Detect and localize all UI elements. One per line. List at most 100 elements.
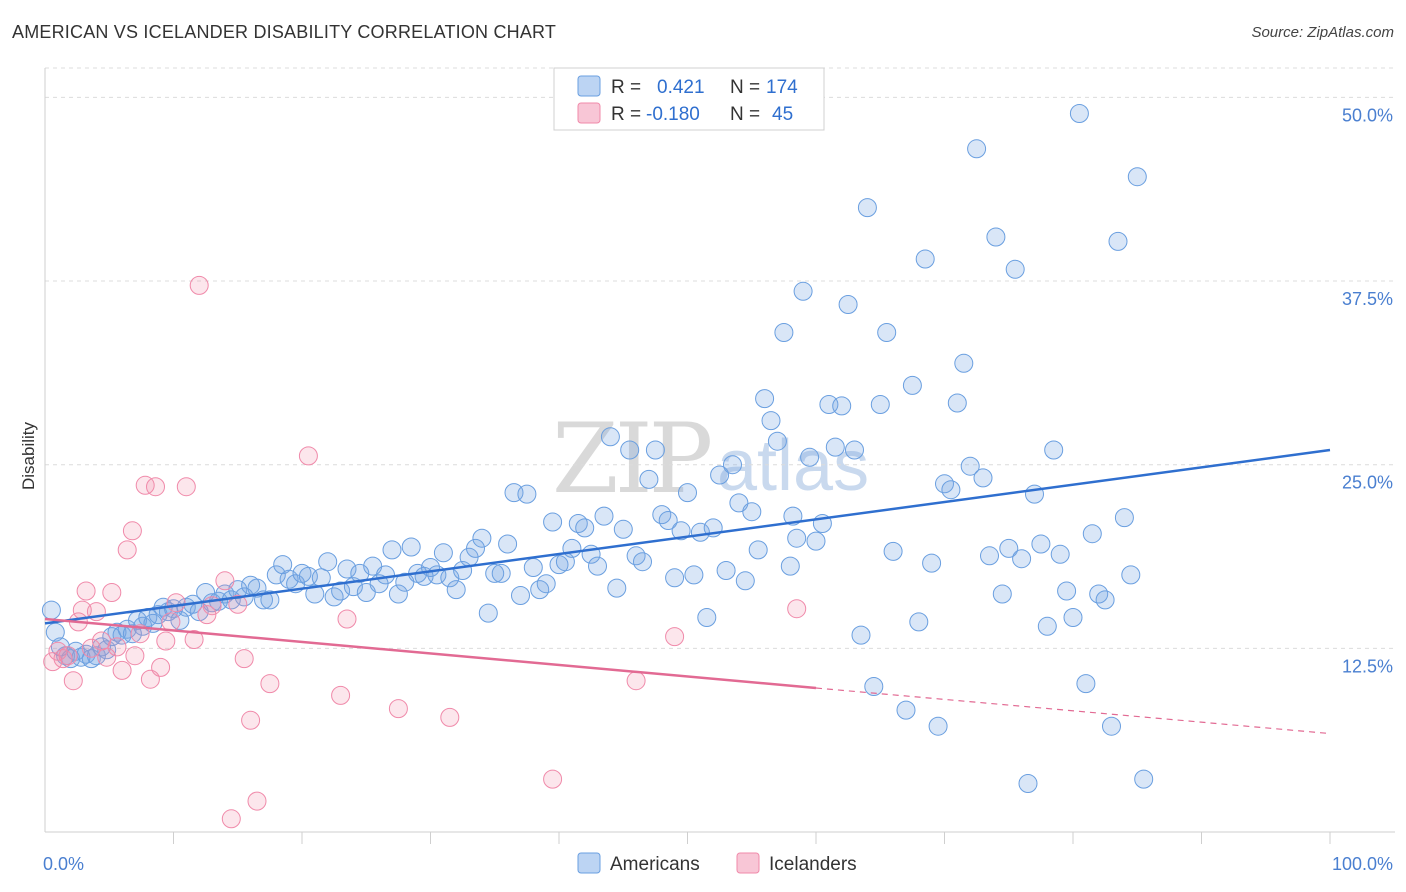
data-point-american — [485, 563, 505, 583]
bottom-swatch-americans — [577, 852, 601, 874]
data-point-american — [1069, 104, 1089, 123]
data-point-american — [902, 375, 922, 395]
y-tick-label: 12.5% — [1342, 656, 1393, 676]
data-point-icelander — [63, 671, 83, 691]
data-point-american — [723, 455, 742, 475]
data-point-american — [780, 556, 800, 576]
watermark: ZIP atlas — [552, 403, 869, 515]
data-point-american — [767, 431, 787, 451]
data-point-american — [511, 586, 530, 605]
data-point-american — [1018, 774, 1038, 793]
trend-line-icelanders — [44, 617, 817, 690]
data-point-icelander — [440, 707, 460, 727]
data-point-icelander — [215, 571, 235, 591]
axes — [44, 68, 1395, 833]
data-point-icelander — [135, 475, 155, 495]
data-point-icelander — [787, 599, 807, 619]
data-point-icelander — [189, 275, 209, 295]
data-point-american — [960, 456, 980, 476]
data-point-american — [1108, 231, 1128, 251]
data-point-icelander — [197, 605, 217, 625]
data-point-american — [1050, 544, 1070, 564]
data-point-american — [851, 625, 871, 645]
data-point-icelander — [130, 624, 150, 644]
data-point-american — [318, 552, 338, 572]
series-legend: Americans Icelanders — [577, 852, 857, 875]
data-point-american — [999, 538, 1019, 558]
data-point-icelander — [102, 583, 122, 602]
data-point-icelander — [298, 446, 318, 466]
data-point-american — [600, 427, 620, 447]
data-point-american — [466, 538, 485, 558]
data-point-american — [543, 512, 563, 532]
data-point-american — [922, 553, 942, 573]
data-point-american — [748, 540, 768, 560]
data-point-american — [472, 528, 492, 548]
legend-n-value-americans: 174 — [766, 77, 798, 98]
data-point-american — [1063, 608, 1083, 627]
data-point-american — [658, 511, 678, 530]
trend-line-dashed-icelanders — [815, 687, 1331, 735]
legend-swatch-americans — [577, 75, 601, 97]
x-tick-label: 0.0% — [43, 854, 84, 874]
data-point-icelander — [665, 627, 685, 647]
legend-n-value-icelanders: 45 — [772, 104, 793, 125]
data-point-american — [478, 603, 498, 623]
data-point-american — [594, 506, 614, 526]
data-point-american — [941, 480, 961, 500]
data-point-american — [806, 531, 826, 551]
data-point-american — [613, 519, 633, 539]
data-point-icelander — [388, 699, 408, 719]
data-point-icelander — [247, 791, 267, 811]
data-point-icelander — [76, 581, 96, 601]
data-point-icelander — [161, 612, 181, 632]
data-point-american — [697, 608, 717, 627]
data-point-icelander — [117, 540, 137, 560]
data-point-american — [260, 590, 280, 610]
data-point-american — [1057, 581, 1077, 601]
data-point-american — [382, 540, 402, 560]
data-point-american — [896, 700, 916, 720]
data-point-american — [1121, 565, 1141, 585]
data-point-icelander — [107, 637, 127, 657]
watermark-atlas: atlas — [717, 426, 869, 506]
data-point-icelander — [228, 594, 248, 614]
stats-legend: R = 0.421 N = 174 R = -0.180 N = 45 — [553, 67, 825, 131]
data-point-american — [266, 565, 286, 585]
bottom-swatch-icelanders — [736, 852, 760, 874]
bottom-legend-icelanders: Icelanders — [769, 854, 857, 875]
y-tick-labels: 12.5% 25.0% 37.5% 50.0% — [1342, 105, 1393, 676]
trend-line-americans — [44, 448, 1331, 625]
legend-n-label-americans: N = — [730, 77, 760, 98]
y-tick-label: 50.0% — [1342, 105, 1393, 125]
bottom-legend-americans: Americans — [610, 854, 700, 875]
data-point-american — [607, 578, 627, 598]
series-icelanders — [43, 275, 807, 829]
data-point-american — [337, 559, 357, 579]
data-point-american — [1076, 674, 1096, 694]
trend-lines — [44, 448, 1331, 735]
data-point-american — [710, 465, 730, 485]
data-point-american — [1012, 549, 1032, 569]
data-point-american — [41, 600, 61, 620]
data-point-american — [665, 568, 685, 588]
data-point-american — [1127, 167, 1147, 187]
data-point-american — [1114, 508, 1134, 528]
data-point-icelander — [112, 660, 132, 680]
data-point-american — [1005, 259, 1025, 279]
data-point-american — [645, 440, 665, 460]
data-point-american — [774, 323, 794, 342]
chart-source: Source: ZipAtlas.com — [1251, 24, 1394, 41]
data-point-icelander — [97, 647, 117, 667]
data-point-american — [915, 249, 935, 269]
data-point-american — [536, 574, 556, 594]
data-point-icelander — [166, 593, 186, 613]
data-point-american — [800, 447, 820, 467]
data-point-american — [491, 563, 511, 583]
data-point-american — [928, 716, 948, 736]
data-point-american — [992, 584, 1012, 604]
watermark-zip: ZIP — [552, 403, 711, 515]
data-point-american — [671, 521, 691, 541]
data-point-american — [909, 612, 929, 632]
data-point-icelander — [125, 646, 145, 666]
